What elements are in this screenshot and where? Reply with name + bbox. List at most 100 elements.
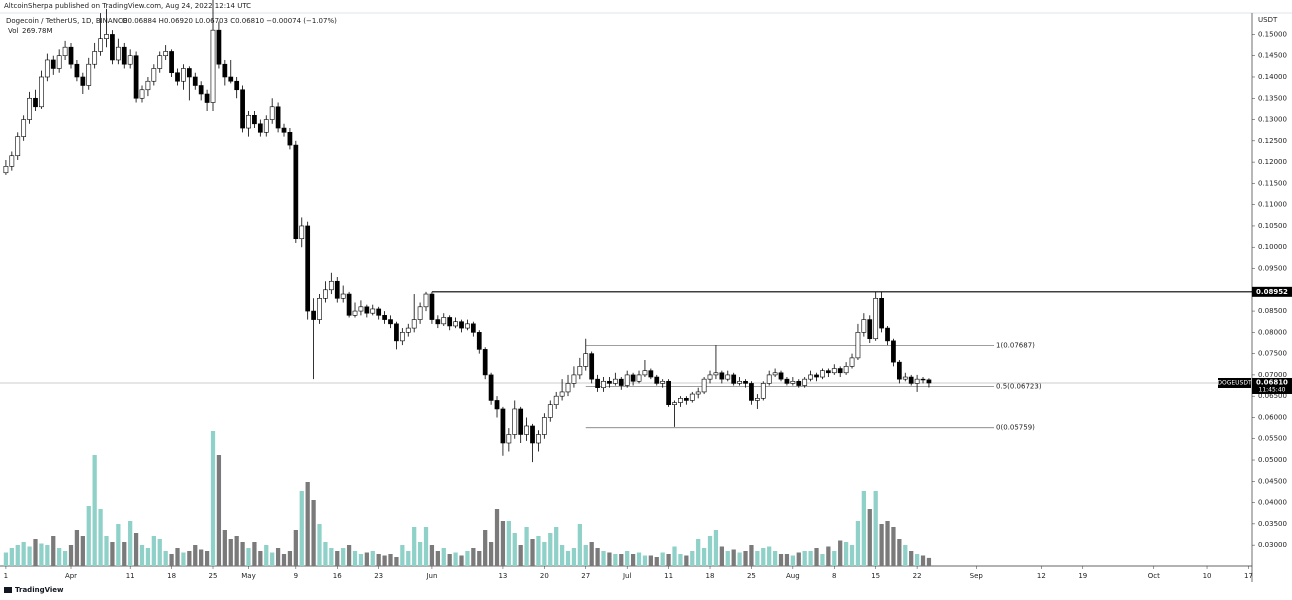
volume-bar (139, 545, 145, 566)
y-tick-label: 0.13000 (1258, 116, 1287, 124)
candle-body (299, 225, 305, 240)
volume-bar (696, 539, 701, 566)
volume-bar (755, 551, 760, 566)
candle-body (743, 380, 748, 384)
volume-bar (743, 551, 748, 566)
volume-bar (920, 555, 926, 566)
volume-bar (737, 552, 742, 566)
candle-body (553, 395, 559, 405)
y-tick-label: 0.15000 (1258, 30, 1287, 38)
candle-body (388, 319, 393, 325)
candle-body (660, 380, 666, 384)
y-tick-label: 0.09500 (1258, 265, 1287, 273)
candle-body (926, 379, 932, 384)
logo-mark (4, 587, 12, 593)
volume-bar (92, 455, 97, 566)
volume-bar (116, 524, 121, 566)
x-tick-label: 13 (498, 572, 507, 580)
y-tick-label: 0.06500 (1258, 392, 1287, 400)
candle-body (749, 383, 754, 401)
volume-bar (601, 551, 606, 566)
volume-bar (335, 551, 340, 566)
last-price-label: 0.06810 (1256, 378, 1288, 386)
volume-bar (9, 548, 14, 566)
y-tick-label: 0.12500 (1258, 137, 1287, 145)
volume-bar (488, 542, 494, 566)
candle-body (524, 425, 529, 435)
volume-bar (406, 551, 411, 566)
symbol-tag-box (1218, 377, 1251, 388)
x-tick-label: Jun (425, 572, 437, 580)
volume-bar (772, 551, 778, 566)
volume-bar (767, 546, 772, 566)
candle-body (210, 29, 216, 103)
candle-body (447, 317, 453, 327)
candle-body (630, 374, 636, 382)
candle-body (518, 408, 524, 435)
candle-body (186, 68, 192, 78)
volume-value: 269.78M (22, 27, 53, 35)
candle-body (453, 321, 458, 327)
volume-bar (264, 545, 269, 566)
x-tick-label: 11 (126, 572, 135, 580)
volume-bar (175, 548, 180, 566)
y-tick-label: 0.06000 (1258, 413, 1287, 421)
volume-bar (169, 554, 174, 566)
volume-bar (518, 545, 523, 566)
y-tick-label: 0.14500 (1258, 52, 1287, 60)
volume-bar (423, 527, 429, 566)
candle-body (683, 398, 689, 401)
volume-bar (607, 552, 612, 566)
volume-bar (909, 551, 914, 566)
candle-body (820, 370, 825, 378)
volume-bar (210, 431, 216, 566)
volume-bar (240, 542, 245, 566)
x-tick-label: 8 (832, 572, 836, 580)
candle-body (713, 372, 719, 376)
volume-bar (293, 530, 298, 566)
volume-bar (358, 554, 364, 566)
volume-bar (394, 557, 399, 566)
volume-bar (86, 506, 91, 566)
candle-body (760, 383, 766, 399)
volume-bar (506, 521, 511, 566)
x-tick-label: Sep (970, 572, 984, 580)
volume-bar (903, 545, 908, 566)
volume-bar (305, 482, 310, 566)
range-high-tag (1252, 286, 1292, 297)
y-tick-label: 0.10500 (1258, 222, 1287, 230)
volume-bar (68, 545, 74, 566)
volume-bar (500, 521, 506, 566)
y-tick-label: 0.08500 (1258, 307, 1287, 315)
volume-bar (252, 542, 257, 566)
candle-body (92, 51, 98, 65)
candle-body (879, 297, 884, 329)
volume-bar (193, 545, 198, 566)
candle-body (435, 319, 441, 325)
candle-body (399, 332, 405, 342)
volume-bar (595, 548, 600, 566)
volume-bar (21, 542, 26, 566)
candle-body (536, 434, 541, 444)
volume-bar (832, 551, 837, 566)
volume-bar (471, 548, 476, 566)
volume-bar (855, 521, 861, 566)
y-tick-label: 0.05000 (1258, 456, 1287, 464)
volume-bar (3, 552, 9, 566)
volume-bar (719, 546, 724, 566)
y-tick-label: 0.14000 (1258, 73, 1287, 81)
candle-body (340, 293, 346, 299)
candle-body (127, 55, 133, 65)
x-tick-label: Oct (1148, 572, 1160, 580)
volume-bar (784, 554, 790, 566)
candle-body (506, 434, 512, 444)
candle-body (169, 51, 174, 74)
volume-bar (133, 533, 139, 566)
candle-body (423, 293, 429, 308)
volume-bar (382, 555, 387, 566)
candle-body (104, 34, 109, 39)
candle-body (648, 370, 654, 378)
volume-bar (571, 548, 577, 566)
volume-bar (329, 548, 334, 566)
volume-bar (412, 527, 417, 566)
